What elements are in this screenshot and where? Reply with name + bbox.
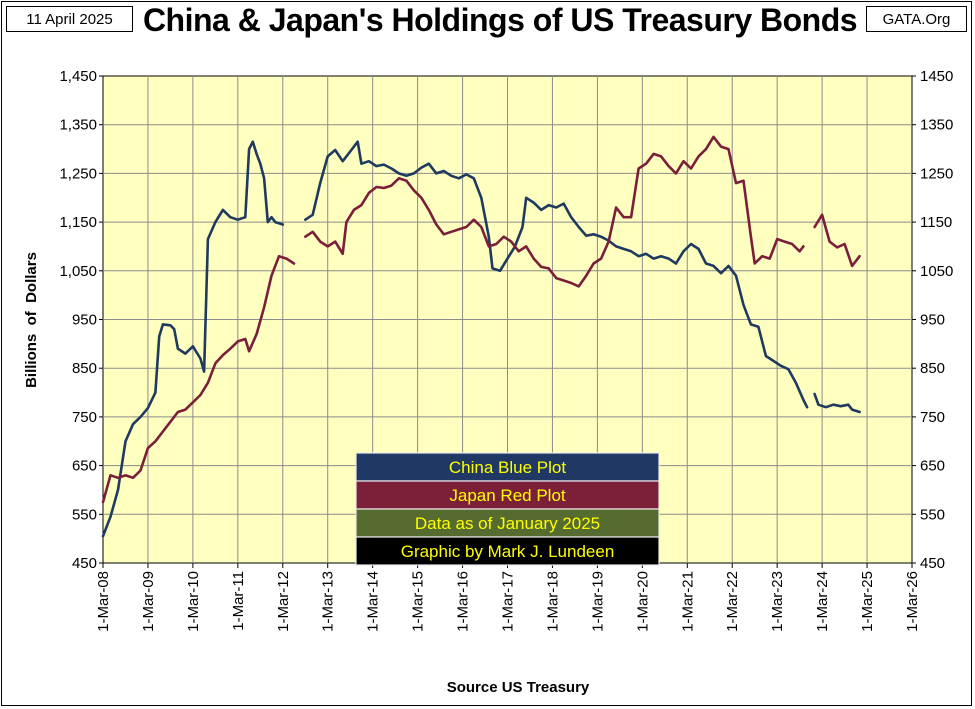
x-tick-label: 1-Mar-21 [679, 571, 696, 632]
y-axis-right: 450 550 650 750 850 950 1050 1150 1250 1350 1450 [912, 68, 953, 572]
x-tick-label: 1-Mar-19 [589, 571, 606, 632]
series-line-japan [813, 213, 861, 268]
series-line-china [813, 392, 861, 414]
x-tick-label: 1-Mar-25 [859, 571, 876, 632]
x-tick-label: 1-Mar-08 [95, 571, 112, 632]
x-tick-label: 1-Mar-12 [275, 571, 292, 632]
x-tick-label: 1-Mar-17 [500, 571, 517, 632]
legend-entry: China Blue Plot [449, 458, 566, 477]
legend: China Blue Plot Japan Red Plot Data as of … [355, 452, 660, 566]
x-tick-label: 1-Mar-16 [455, 571, 472, 632]
x-tick-label: 1-Mar-14 [365, 571, 382, 632]
series-line-china [303, 140, 809, 409]
legend-entry: Graphic by Mark J. Lundeen [401, 542, 615, 561]
source-site-label: GATA.Org [866, 6, 967, 32]
series-line-japan [101, 254, 296, 504]
y-tick-label-left: 750 [72, 409, 97, 426]
y-tick-label-left: 550 [72, 506, 97, 523]
y-tick-label-left: 850 [72, 360, 97, 377]
y-tick-label-left: 1,250 [59, 165, 97, 182]
date-label: 11 April 2025 [6, 6, 133, 32]
y-tick-label-left: 1,050 [59, 263, 97, 280]
y-tick-label-left: 1,450 [59, 68, 97, 85]
legend-box [355, 536, 660, 566]
x-axis: 1-Mar-08 1-Mar-09 1-Mar-10 1-Mar-11 1-Mar-12… [95, 563, 921, 632]
y-tick-label-right: 1350 [920, 117, 953, 134]
x-tick-label: 1-Mar-15 [410, 571, 427, 632]
y-axis-left: 450 550 650 750 850 950 1,050 1,150 1,250 1,350 1,… [59, 68, 103, 572]
x-tick-label: 1-Mar-23 [769, 571, 786, 632]
y-tick-label-right: 650 [920, 458, 945, 475]
series-line-china [101, 140, 285, 538]
x-tick-label: 1-Mar-22 [724, 571, 741, 632]
series-line-japan [303, 135, 805, 288]
legend-entry: Japan Red Plot [449, 486, 566, 505]
grid-lines [103, 76, 912, 563]
x-tick-label: 1-Mar-24 [814, 571, 831, 632]
chart-title: China & Japan's Holdings of US Treasury … [142, 2, 858, 38]
y-tick-label-right: 1450 [920, 68, 953, 85]
x-tick-label: 1-Mar-20 [634, 571, 651, 632]
y-tick-label-left: 1,350 [59, 117, 97, 134]
x-tick-label: 1-Mar-18 [544, 571, 561, 632]
legend-box [355, 452, 660, 482]
y-tick-label-right: 1250 [920, 165, 953, 182]
x-tick-label: 1-Mar-09 [140, 571, 157, 632]
y-tick-label-left: 650 [72, 458, 97, 475]
y-tick-label-right: 1150 [920, 214, 952, 231]
y-tick-label-left: 1,150 [59, 214, 97, 231]
y-tick-label-left: 450 [72, 555, 97, 572]
y-tick-label-right: 1050 [920, 263, 953, 280]
y-tick-label-right: 550 [920, 506, 945, 523]
y-tick-label-right: 850 [920, 360, 945, 377]
y-tick-label-right: 950 [920, 312, 945, 329]
x-axis-label: Source US Treasury [447, 679, 590, 696]
legend-box [355, 508, 660, 538]
x-tick-label: 1-Mar-26 [904, 571, 921, 632]
y-tick-label-right: 450 [920, 555, 945, 572]
x-tick-label: 1-Mar-10 [185, 571, 202, 632]
y-tick-label-right: 750 [920, 409, 945, 426]
y-axis-label: Billions of Dollars [23, 252, 40, 388]
y-tick-label-left: 950 [72, 312, 97, 329]
legend-entry: Data as of January 2025 [415, 514, 600, 533]
x-tick-label: 1-Mar-13 [320, 571, 337, 632]
series-lines [101, 135, 861, 538]
x-tick-label: 1-Mar-11 [230, 571, 247, 631]
